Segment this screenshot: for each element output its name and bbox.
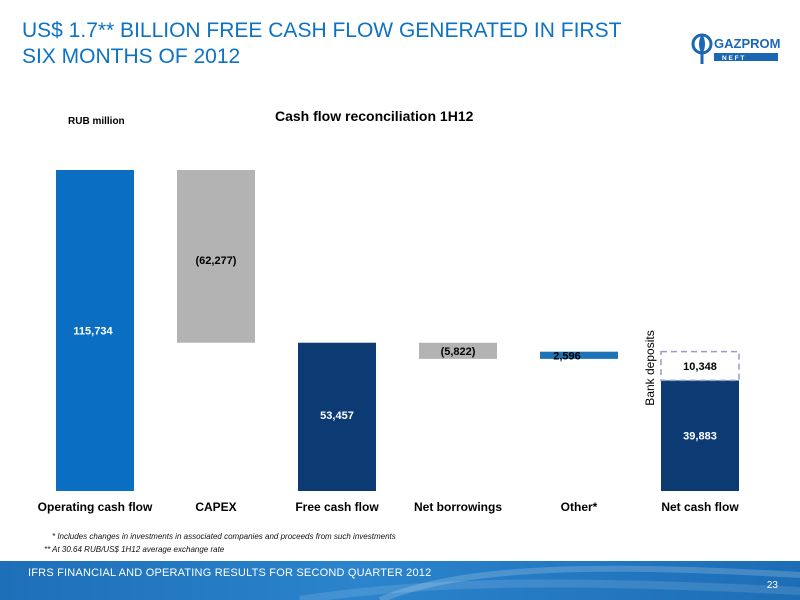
bar-other (540, 351, 618, 359)
category-label: Free cash flow (295, 500, 379, 514)
bar-net-cash-flow (661, 380, 739, 491)
slide-title: US$ 1.7** BILLION FREE CASH FLOW GENERAT… (22, 19, 622, 68)
category-label: CAPEX (195, 500, 236, 514)
category-label: Operating cash flow (38, 500, 153, 514)
data-label: 115,734 (73, 326, 113, 338)
chart-title: Cash flow reconciliation 1H12 (275, 108, 474, 124)
bar-capex (177, 170, 255, 343)
waterfall-chart: 115,734 Operating cash flow (62,277) CAPEX 5… (38, 170, 740, 514)
footnote-other: * Includes changes in investments in ass… (52, 532, 396, 541)
logo-wordmark: GAZPROM (714, 36, 780, 51)
data-label: 39,883 (683, 431, 717, 443)
footnote-exchange-rate: ** At 30.64 RUB/US$ 1H12 average exchang… (44, 545, 225, 554)
data-label: 2,596 (553, 350, 581, 362)
logo-subtext: N E F T (722, 55, 744, 62)
bar-operating-cash-flow (56, 170, 134, 491)
category-label: Net borrowings (414, 500, 502, 514)
bank-deposits-annotation: Bank deposits (643, 330, 657, 405)
data-label: (62,277) (196, 255, 237, 267)
gazprom-neft-logo: GAZPROM N E F T (690, 28, 782, 68)
data-label: (5,822) (441, 346, 476, 358)
unit-label: RUB million (68, 116, 125, 127)
data-label: 53,457 (320, 410, 354, 422)
bar-net-borrowings (419, 342, 497, 359)
category-label: Other* (561, 500, 598, 514)
footer-bar: IFRS FINANCIAL AND OPERATING RESULTS FOR… (0, 561, 800, 600)
bank-deposits-value: 10,348 (683, 361, 717, 373)
footer-text: IFRS FINANCIAL AND OPERATING RESULTS FOR… (28, 567, 432, 579)
category-label: Net cash flow (661, 500, 739, 514)
bar-free-cash-flow (298, 342, 376, 491)
page-number: 23 (766, 580, 778, 591)
flame-icon (691, 33, 713, 64)
footer-wave-decoration (299, 565, 800, 600)
bank-deposits-segment (660, 350, 740, 382)
